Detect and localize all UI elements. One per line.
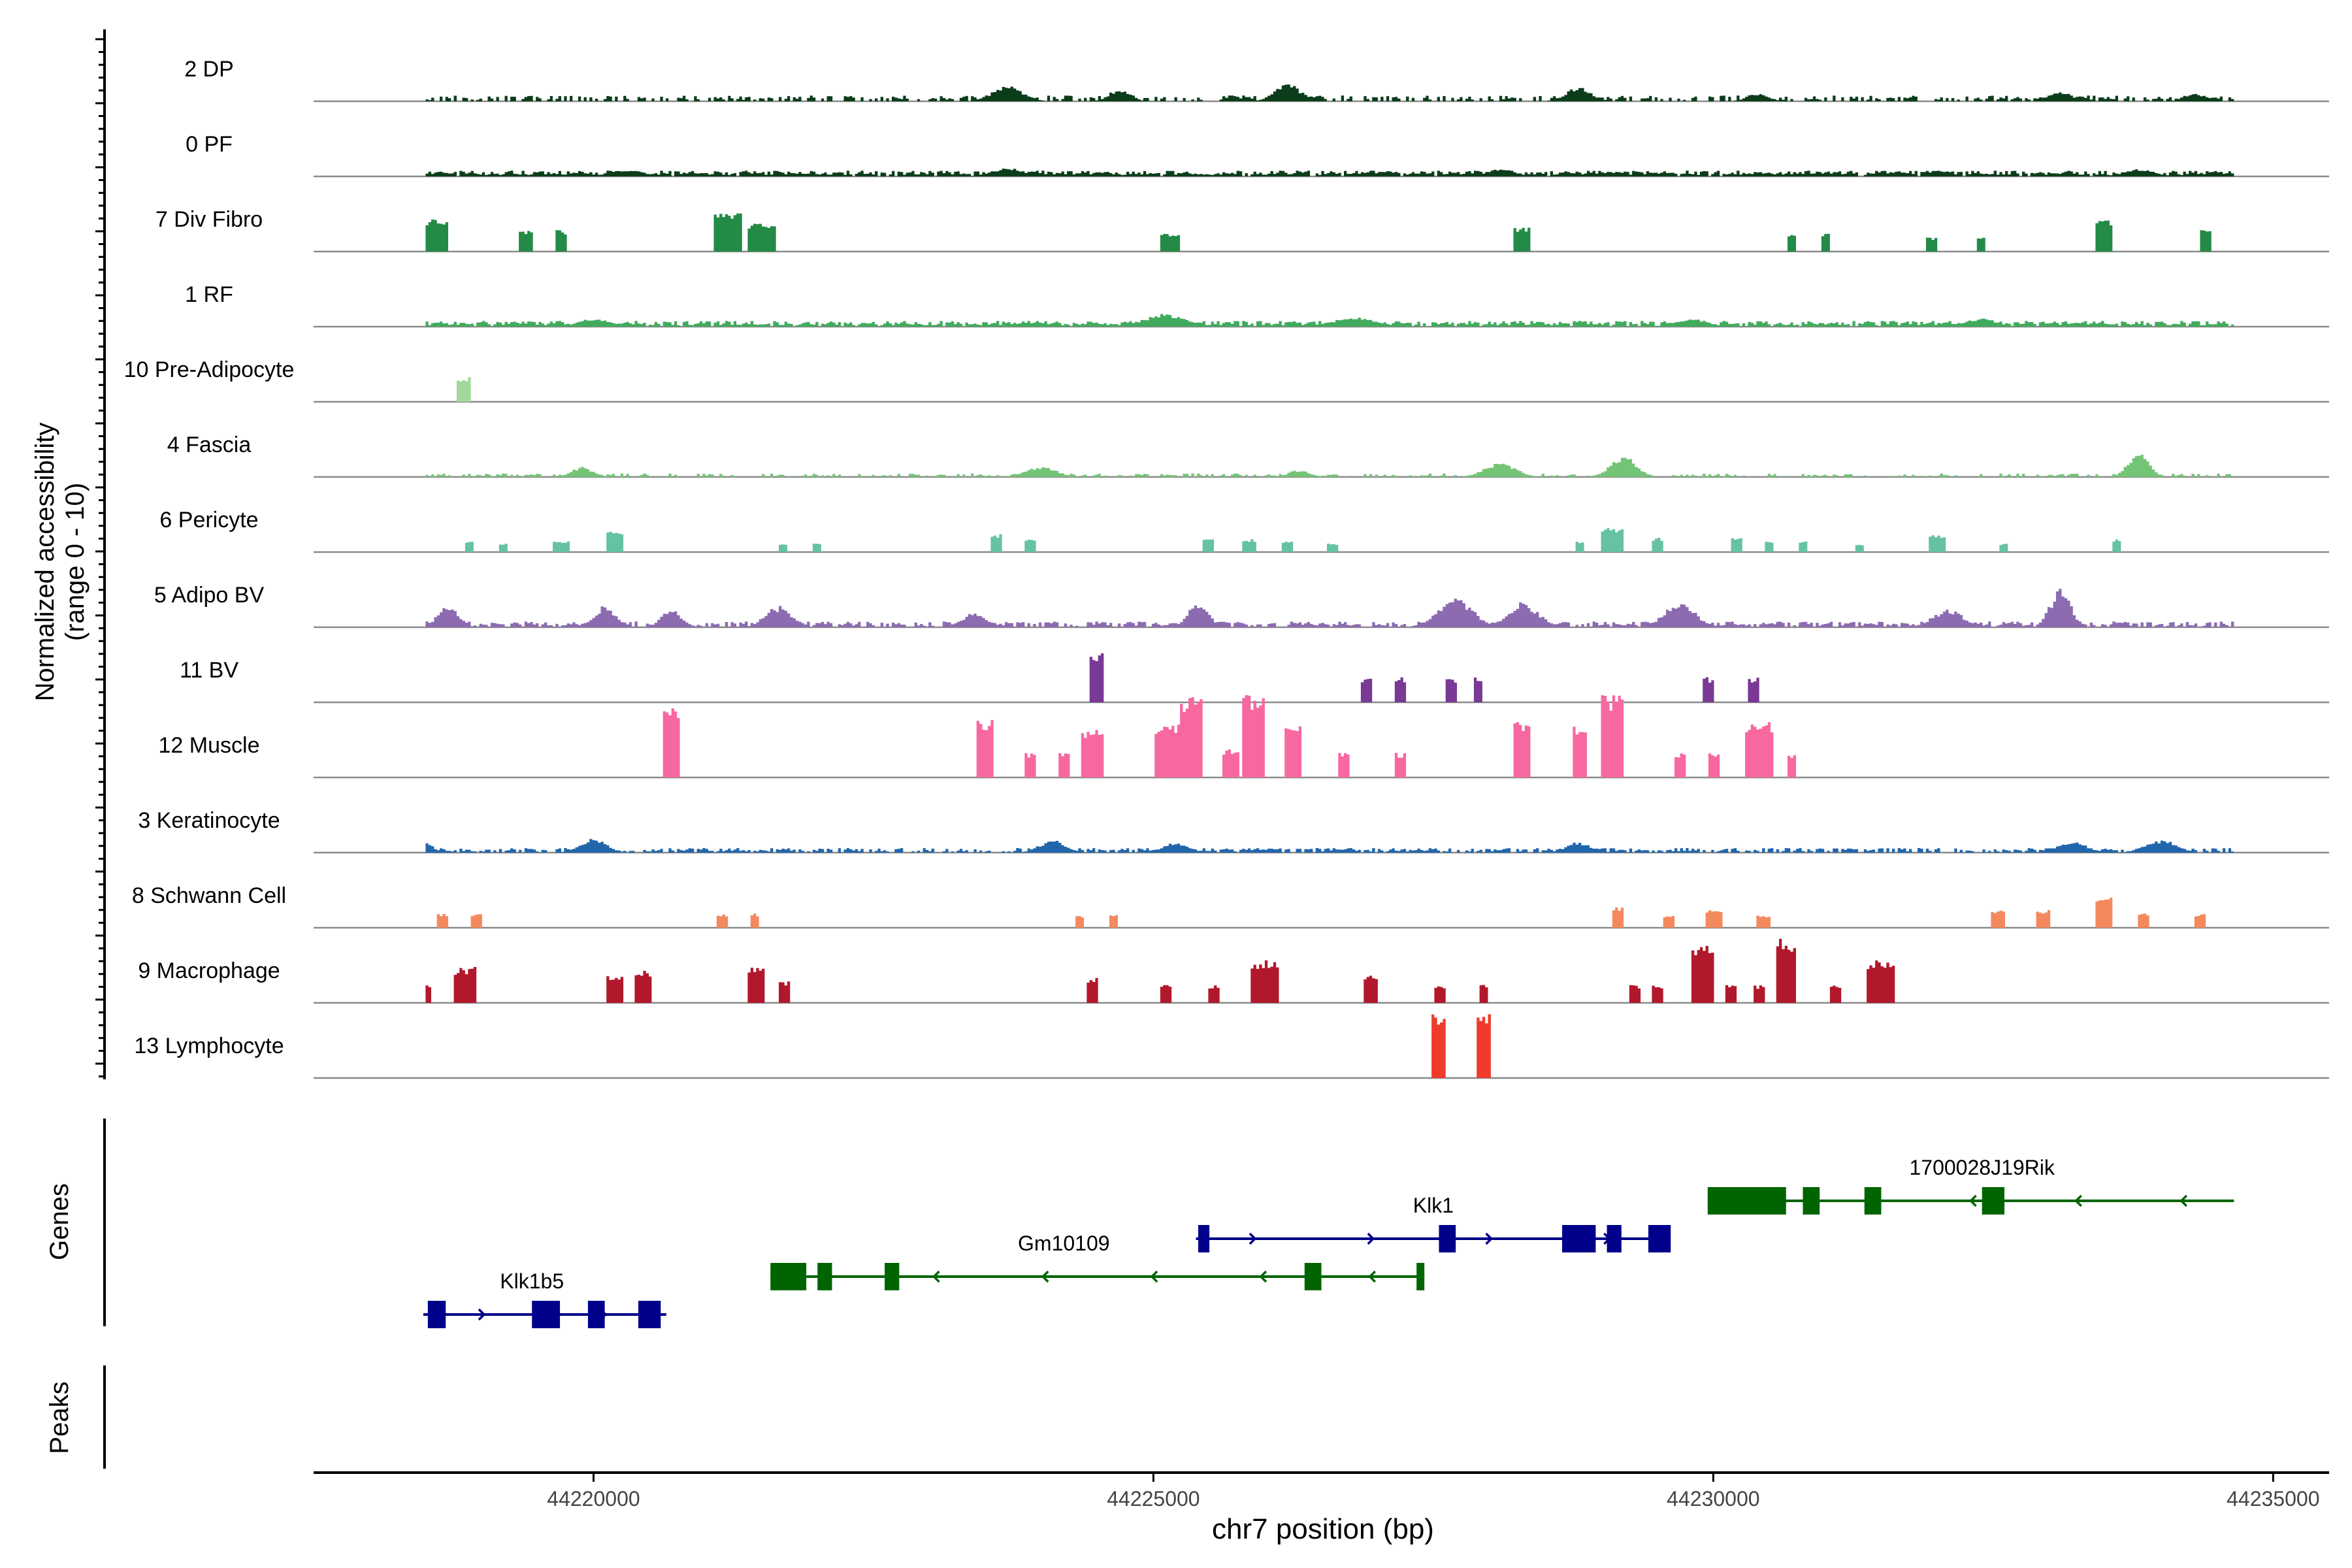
y-axis-label-line2: (range 0 - 10) — [61, 483, 90, 641]
exon — [1561, 1225, 1596, 1252]
gene-gm10109: Gm10109 — [770, 1232, 1425, 1290]
track-label: 8 Schwann Cell — [132, 883, 286, 908]
exon — [1607, 1225, 1622, 1252]
track-label: 7 Div Fibro — [155, 207, 263, 232]
exon — [1707, 1187, 1786, 1215]
x-axis-label: chr7 position (bp) — [1212, 1513, 1434, 1545]
exon — [817, 1263, 832, 1290]
x-axis: 44220000 44225000 44230000 44235000 chr7 po… — [314, 1471, 2329, 1545]
track-signal — [425, 314, 2234, 327]
strand-arrow — [1150, 1270, 1158, 1283]
track-13: 9 Macrophage — [138, 939, 2329, 1004]
gene-label: 1700028J19Rik — [1909, 1156, 2055, 1179]
genes-label: Genes — [45, 1183, 74, 1260]
track-signal — [425, 528, 2234, 552]
track-label: 0 PF — [186, 132, 233, 157]
track-signal — [425, 169, 2234, 176]
x-tick-label: 44235000 — [2227, 1487, 2319, 1511]
track-label: 3 Keratinocyte — [138, 808, 280, 833]
y-axis-bracket — [95, 29, 106, 1079]
gene-1700028j19rik: 1700028J19Rik — [1707, 1156, 2234, 1215]
exon — [638, 1301, 661, 1328]
exon — [1803, 1187, 1820, 1215]
track-11: 3 Keratinocyte — [138, 808, 2329, 854]
strand-arrow — [932, 1270, 940, 1283]
track-label: 11 BV — [180, 658, 238, 683]
track-signal — [425, 1014, 2234, 1078]
track-signal — [425, 455, 2234, 477]
track-signal — [425, 839, 2234, 853]
track-label: 13 Lymphocyte — [134, 1034, 284, 1058]
track-10: 12 Muscle — [159, 695, 2329, 779]
track-9: 11 BV — [180, 653, 2329, 704]
exon — [1198, 1225, 1210, 1252]
x-tick-label: 44225000 — [1107, 1487, 1200, 1511]
track-1: 2 DP — [184, 57, 2329, 103]
track-label: 4 Fascia — [167, 433, 252, 457]
track-signal — [425, 213, 2234, 252]
exon — [770, 1263, 807, 1290]
track-label: 10 Pre-Adipocyte — [124, 357, 295, 382]
track-signal — [425, 653, 2234, 702]
track-8: 5 Adipo BV — [154, 583, 2329, 629]
strand-arrow — [2180, 1194, 2188, 1207]
strand-arrow — [1041, 1270, 1049, 1283]
track-label: 1 RF — [185, 282, 233, 307]
track-label: 9 Macrophage — [138, 958, 280, 983]
track-2: 0 PF — [186, 132, 2329, 178]
track-signal — [425, 589, 2234, 627]
track-signal — [425, 695, 2234, 777]
x-ticks: 44220000 44225000 44230000 44235000 — [547, 1473, 2319, 1511]
accessibility-tracks: 2 DP 0 PF 7 Div Fibro 1 RF 10 Pre-Adipocyte 4… — [124, 57, 2329, 1079]
x-tick-label: 44220000 — [547, 1487, 640, 1511]
exon — [1439, 1225, 1456, 1252]
gene-klk1b5: Klk1b5 — [423, 1269, 666, 1328]
exon — [1304, 1263, 1322, 1290]
track-7: 6 Pericyte — [159, 508, 2329, 553]
exon — [587, 1301, 605, 1328]
gene-klk1: Klk1 — [1196, 1194, 1671, 1252]
peaks-label: Peaks — [45, 1381, 74, 1454]
track-5: 10 Pre-Adipocyte — [124, 357, 2329, 403]
track-label: 5 Adipo BV — [154, 583, 265, 608]
exon — [1416, 1263, 1425, 1290]
exon — [427, 1301, 446, 1328]
track-signal — [425, 377, 2234, 402]
strand-arrow — [1368, 1270, 1377, 1283]
strand-arrow — [1259, 1270, 1267, 1283]
strand-arrow — [1485, 1232, 1494, 1245]
track-label: 12 Muscle — [159, 733, 260, 758]
exon — [885, 1263, 900, 1290]
track-signal — [425, 84, 2234, 101]
track-3: 7 Div Fibro — [155, 207, 2329, 253]
genes-panel: Genes Klk1b5 Gm10109 Klk1 1700028J19Rik — [45, 1119, 2234, 1328]
strand-arrow — [1249, 1232, 1257, 1245]
track-label: 2 DP — [184, 57, 234, 82]
exon — [1864, 1187, 1882, 1215]
exon — [1982, 1187, 2004, 1215]
gene-models: Klk1b5 Gm10109 Klk1 1700028J19Rik — [423, 1156, 2234, 1328]
track-14: 13 Lymphocyte — [134, 1014, 2329, 1079]
track-signal — [425, 898, 2234, 928]
gene-label: Klk1b5 — [500, 1269, 564, 1293]
track-label: 6 Pericyte — [159, 508, 258, 532]
strand-arrow — [2074, 1194, 2082, 1207]
exon — [1648, 1225, 1671, 1252]
gene-label: Gm10109 — [1018, 1232, 1110, 1255]
peaks-panel: Peaks — [45, 1365, 106, 1469]
exon — [532, 1301, 561, 1328]
track-6: 4 Fascia — [167, 433, 2329, 478]
track-12: 8 Schwann Cell — [132, 883, 2329, 929]
gene-label: Klk1 — [1413, 1194, 1454, 1217]
y-axis-label-line1: Normalized accessibility — [31, 423, 59, 702]
strand-arrow — [478, 1308, 486, 1321]
track-signal — [425, 939, 2234, 1003]
x-tick-label: 44230000 — [1667, 1487, 1759, 1511]
track-4: 1 RF — [185, 282, 2329, 328]
strand-arrow — [1969, 1194, 1977, 1207]
strand-arrow — [1367, 1232, 1375, 1245]
